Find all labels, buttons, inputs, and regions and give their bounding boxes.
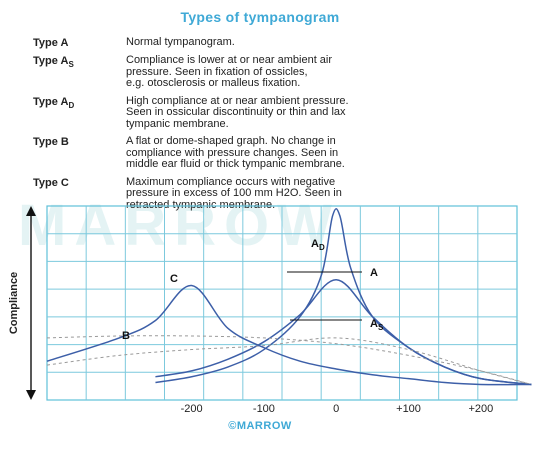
x-tick-label: -200 — [181, 403, 203, 415]
type-row-a: Type A Normal tympanogram. — [33, 36, 533, 49]
series-line-c — [46, 284, 532, 386]
series-label-b: B — [122, 330, 130, 342]
page-title: Types of tympanogram — [180, 9, 340, 25]
type-row-b: Type B A flat or dome-shaped graph. No c… — [33, 135, 533, 171]
series-label-a: A — [370, 267, 378, 279]
type-row-ad: Type AD High compliance at or near ambie… — [33, 94, 533, 131]
type-name: Type C — [33, 176, 69, 189]
series-label-ad: AD — [311, 238, 325, 252]
y-axis-arrowhead-top — [26, 206, 36, 216]
type-row-as: Type AS Compliance is lower at or near a… — [33, 54, 533, 90]
tympanogram-chart: Compliance -200 -100 0 +100 +200 A AD AS B C — [8, 205, 532, 415]
footer-credit: ©MARROW — [228, 420, 292, 432]
series-line-b — [46, 335, 532, 385]
type-name: Type B — [33, 136, 69, 148]
type-row-c: Type C Maximum compliance occurs with ne… — [33, 175, 533, 212]
x-tick-label: +200 — [468, 403, 493, 415]
type-name: Type AS — [33, 55, 74, 70]
x-tick-label: 0 — [333, 403, 339, 415]
type-description: Normal tympanogram. — [126, 36, 235, 48]
type-description: Maximum compliance occurs with negative … — [126, 175, 342, 211]
type-name: Type A — [33, 37, 69, 49]
x-tick-label: -100 — [253, 403, 275, 415]
y-axis-arrowhead-bottom — [26, 390, 36, 400]
series-label-as: AS — [370, 318, 384, 332]
type-list: Type A Normal tympanogram. Type AS Compl… — [33, 36, 533, 217]
type-description: Compliance is lower at or near ambient a… — [126, 54, 333, 89]
y-axis-label: Compliance — [8, 272, 20, 334]
x-tick-label: +100 — [396, 403, 421, 415]
type-description: A flat or dome-shaped graph. No change i… — [126, 135, 345, 170]
type-name: Type AD — [33, 95, 75, 110]
series-label-c: C — [170, 273, 178, 285]
series-line-ad — [155, 208, 532, 386]
series-line-as — [46, 337, 532, 385]
type-description: High compliance at or near ambient press… — [126, 94, 349, 130]
